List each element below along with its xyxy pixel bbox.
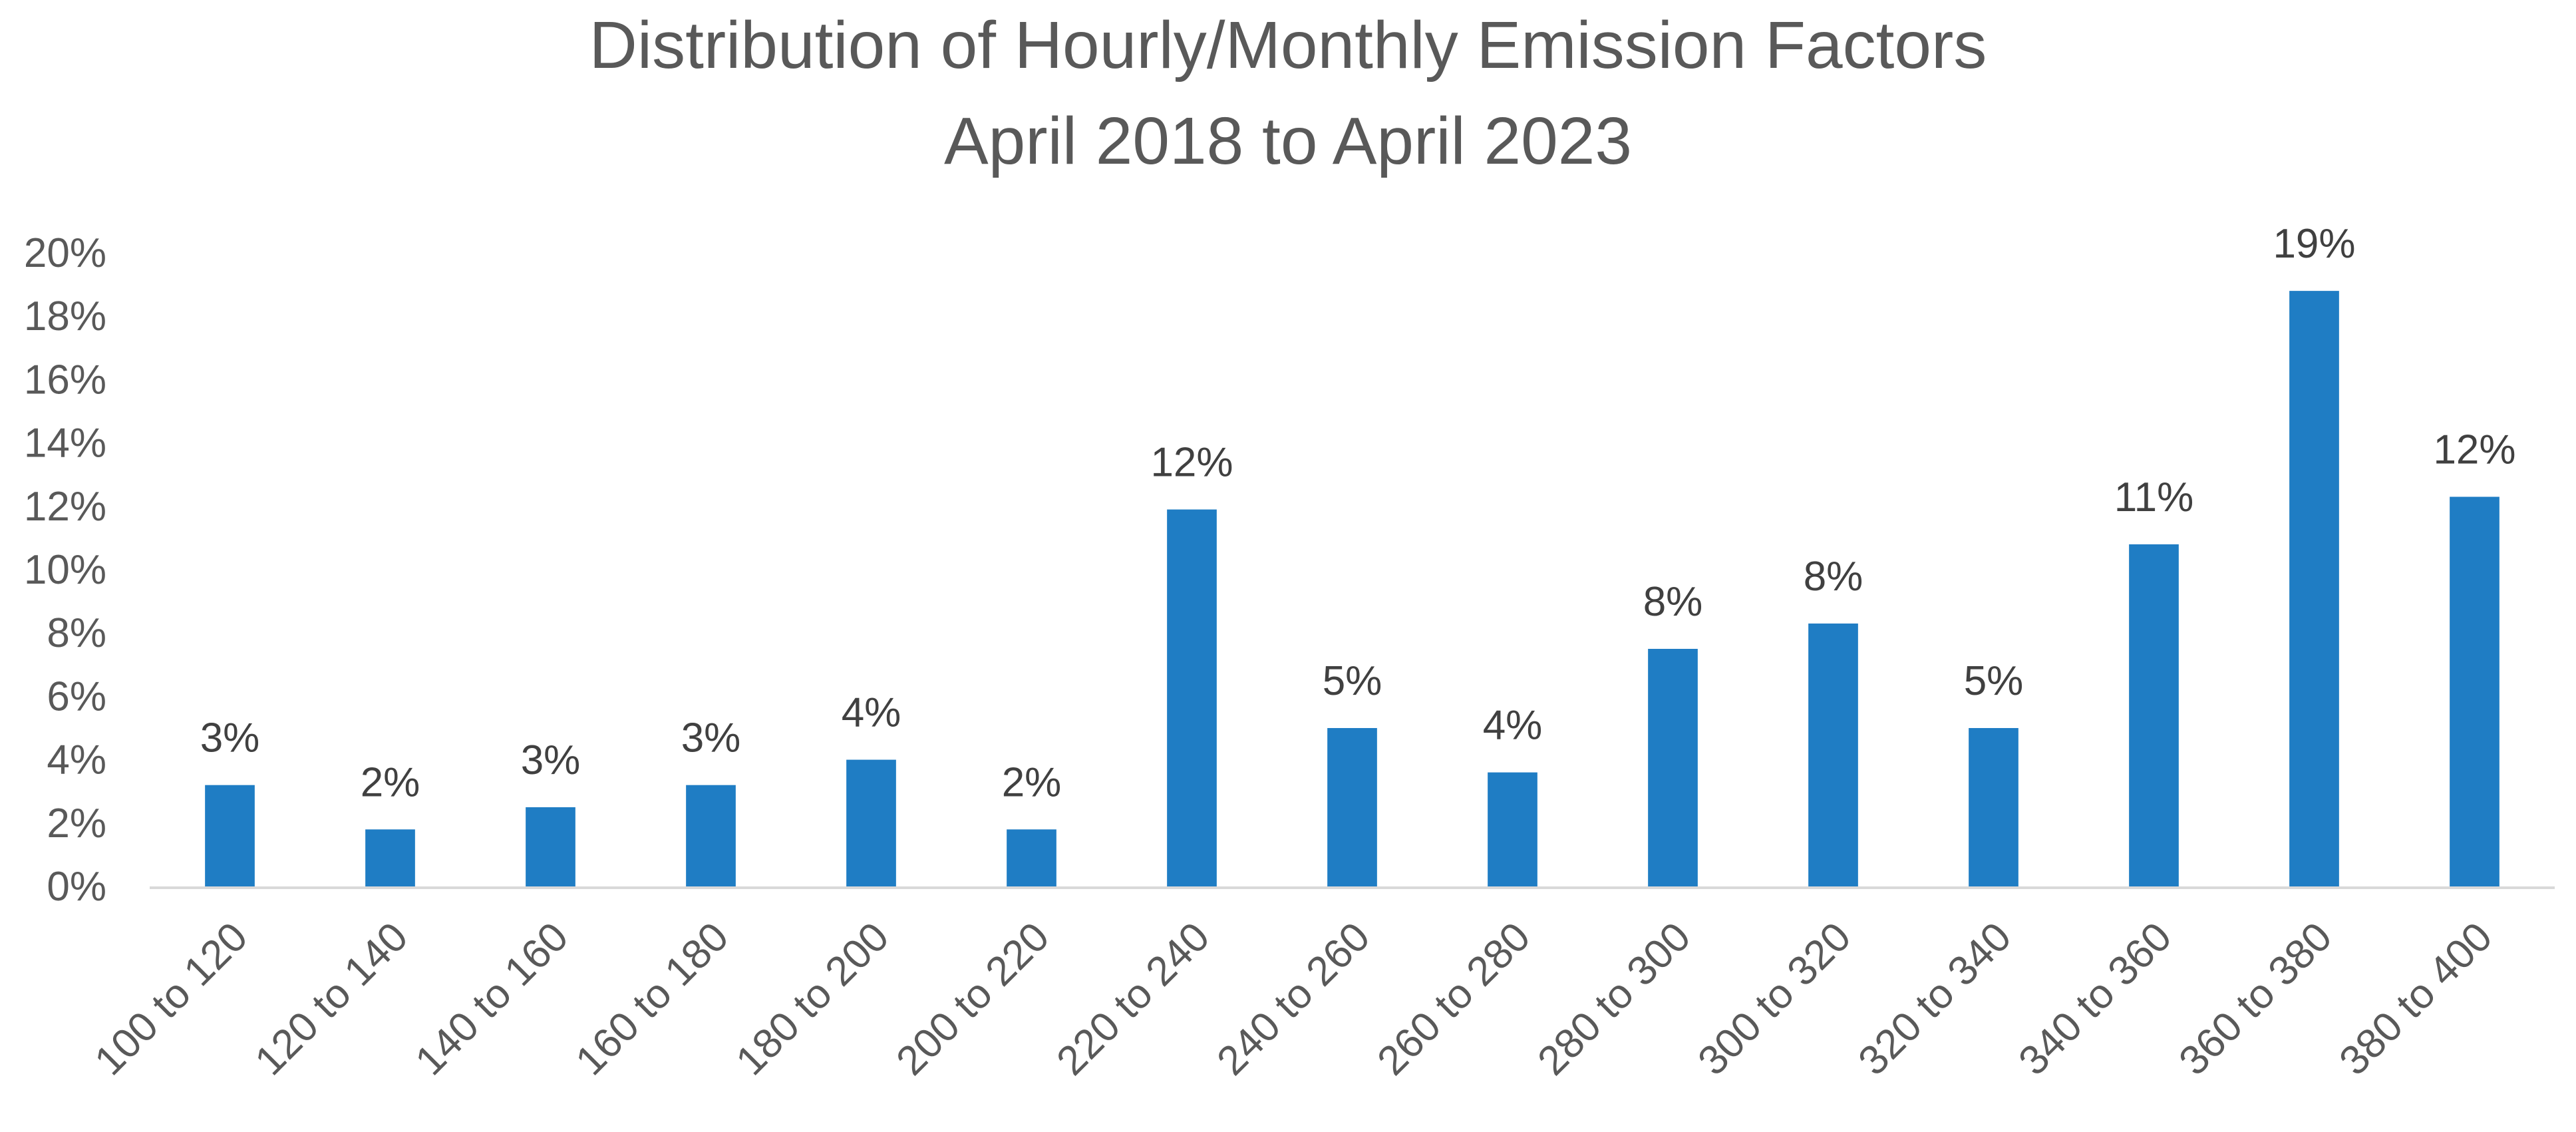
data-label: 2% xyxy=(361,759,420,805)
bar xyxy=(1808,623,1858,886)
data-label: 4% xyxy=(842,690,901,736)
bar xyxy=(2289,291,2339,886)
y-tick-label: 2% xyxy=(47,801,106,847)
bar xyxy=(2129,544,2179,886)
x-tick-label: 260 to 280 xyxy=(1368,914,1539,1084)
data-label: 4% xyxy=(1483,703,1543,749)
data-label: 19% xyxy=(2273,221,2355,267)
x-tick-label: 360 to 380 xyxy=(2170,914,2340,1084)
bar xyxy=(365,829,415,886)
bar xyxy=(1007,829,1056,886)
bar xyxy=(1167,509,1217,886)
bar xyxy=(1969,728,2018,886)
x-tick-label: 100 to 120 xyxy=(86,914,256,1084)
data-label: 3% xyxy=(521,737,581,783)
y-tick-label: 16% xyxy=(24,357,106,403)
x-tick-label: 220 to 240 xyxy=(1048,914,1218,1084)
bars xyxy=(205,291,2499,886)
data-label: 3% xyxy=(200,715,260,761)
x-tick-label: 200 to 220 xyxy=(887,914,1058,1084)
y-tick-label: 14% xyxy=(24,421,106,467)
bar xyxy=(205,785,255,886)
y-tick-label: 4% xyxy=(47,737,106,783)
bar xyxy=(1488,772,1537,886)
y-tick-label: 6% xyxy=(47,673,106,719)
data-label: 12% xyxy=(1150,440,1233,486)
y-tick-label: 18% xyxy=(24,293,106,339)
data-label: 8% xyxy=(1643,579,1703,625)
x-tick-label: 300 to 320 xyxy=(1689,914,1859,1084)
x-tick-label: 160 to 180 xyxy=(567,914,737,1084)
x-tick-label: 320 to 340 xyxy=(1850,914,2020,1084)
data-labels: 3% 2% 3% 3% 4% 2% 12% 5% 4% 8% 8% 5% 11% 19% 12% xyxy=(200,221,2516,805)
data-label: 8% xyxy=(1804,554,1863,600)
data-label: 5% xyxy=(1964,658,2024,704)
chart-subtitle: April 2018 to April 2023 xyxy=(943,104,1633,178)
bar xyxy=(2450,496,2499,886)
x-tick-label: 120 to 140 xyxy=(246,914,416,1084)
x-tick-label: 340 to 360 xyxy=(2010,914,2180,1084)
x-tick-label: 140 to 160 xyxy=(406,914,577,1084)
y-tick-label: 0% xyxy=(47,864,106,910)
x-tick-label: 280 to 300 xyxy=(1529,914,1699,1084)
data-label: 3% xyxy=(681,715,741,761)
data-label: 11% xyxy=(2114,474,2194,520)
y-tick-label: 8% xyxy=(47,610,106,656)
y-tick-label: 10% xyxy=(24,547,106,593)
y-tick-label: 20% xyxy=(24,230,106,276)
bar xyxy=(1648,649,1698,886)
y-axis-ticks: 0% 2% 4% 6% 8% 10% 12% 14% 16% 18% 20% xyxy=(24,230,106,910)
data-label: 5% xyxy=(1323,658,1382,704)
data-label: 2% xyxy=(1002,759,1062,805)
bar xyxy=(1327,728,1377,886)
y-tick-label: 12% xyxy=(24,484,106,530)
x-tick-label: 380 to 400 xyxy=(2331,914,2501,1084)
bar xyxy=(686,785,736,886)
x-tick-label: 240 to 260 xyxy=(1208,914,1378,1084)
x-tick-label: 180 to 200 xyxy=(727,914,897,1084)
bar xyxy=(526,807,575,886)
chart-title: Distribution of Hourly/Monthly Emission … xyxy=(589,8,1987,83)
bar xyxy=(846,759,896,886)
data-label: 12% xyxy=(2433,427,2515,473)
